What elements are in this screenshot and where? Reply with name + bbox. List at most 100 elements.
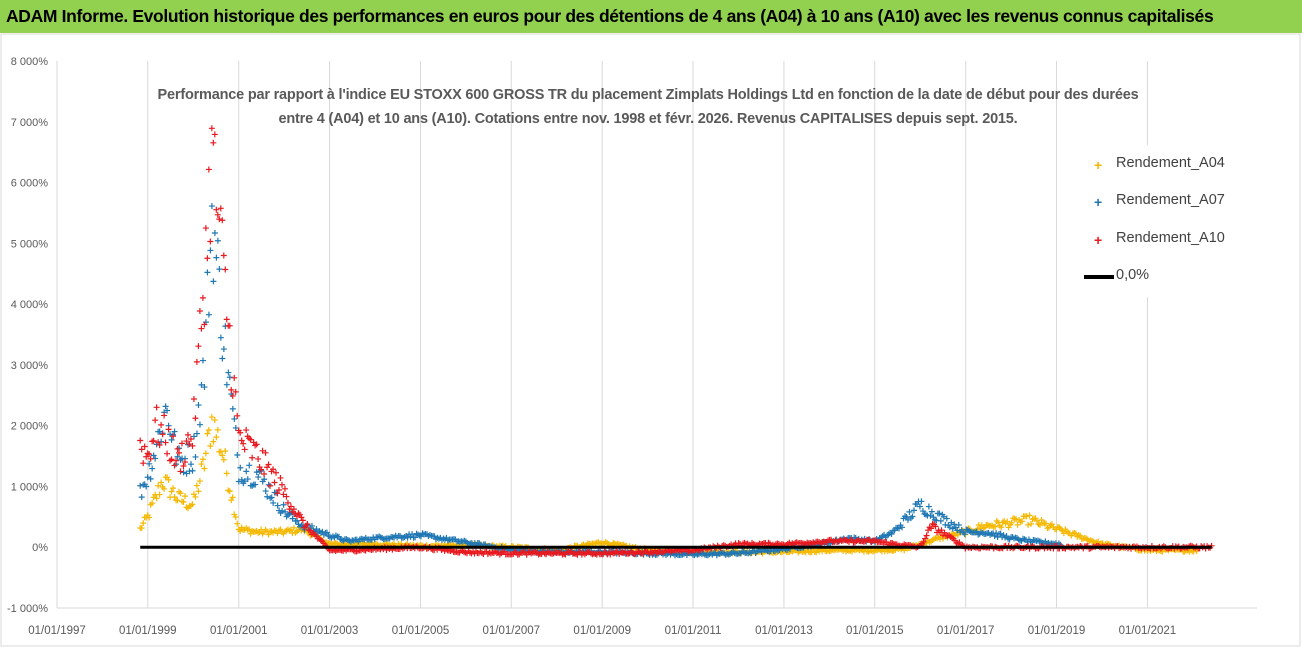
data-point [171, 428, 178, 435]
data-point [928, 525, 935, 532]
data-point [401, 534, 408, 541]
data-point [161, 412, 168, 419]
data-point [210, 278, 217, 285]
data-point [177, 490, 184, 497]
data-point [243, 427, 250, 434]
data-point [412, 534, 419, 541]
y-tick-label: 1 000% [11, 481, 49, 493]
data-point [949, 525, 956, 532]
data-point [1008, 519, 1015, 526]
data-point [162, 403, 169, 410]
data-point [146, 514, 153, 521]
data-point [168, 488, 175, 495]
data-point [249, 482, 256, 489]
data-point [992, 523, 999, 530]
legend-marker-a04: + [1094, 157, 1103, 173]
data-point [267, 482, 274, 489]
chart-area: -1 000% 0% 1 000% 2 000% 3 000% 4 000% 5 000% 6… [0, 33, 1302, 647]
data-point [238, 437, 245, 444]
data-point [234, 412, 241, 419]
data-point [243, 468, 250, 475]
data-point [195, 488, 202, 495]
data-point [152, 417, 159, 424]
data-point [1028, 520, 1035, 527]
data-point [265, 531, 272, 538]
data-point [219, 355, 226, 362]
y-tick-label: -1 000% [7, 603, 48, 615]
data-point [916, 503, 923, 510]
data-point [180, 469, 187, 476]
data-point [170, 433, 177, 440]
data-point [222, 266, 229, 273]
data-point [961, 531, 968, 538]
data-point [999, 519, 1006, 526]
x-tick-label: 01/01/2011 [665, 625, 722, 637]
data-point [253, 469, 260, 476]
data-point [213, 206, 220, 213]
banner-title: ADAM Informe. Evolution historique des p… [6, 6, 1214, 26]
data-point [1077, 532, 1084, 539]
data-point [207, 238, 214, 245]
data-point [140, 460, 147, 467]
data-point [217, 334, 224, 341]
data-point [271, 479, 278, 486]
data-point [246, 462, 253, 469]
data-point [951, 521, 958, 528]
data-point [149, 500, 156, 507]
data-point [220, 346, 227, 353]
data-point [138, 446, 145, 453]
data-point [229, 392, 236, 399]
x-tick-label: 01/01/2015 [846, 625, 904, 637]
data-point [282, 508, 289, 515]
chart-title: Performance par rapport à l'indice EU ST… [118, 83, 1178, 131]
data-point [1005, 524, 1012, 531]
data-point [138, 494, 145, 501]
data-point [202, 450, 209, 457]
data-point [219, 217, 226, 224]
data-point [1014, 521, 1021, 528]
data-point [274, 502, 281, 509]
data-point [319, 528, 326, 535]
data-point [258, 466, 265, 473]
data-point [246, 526, 253, 533]
data-point [138, 525, 145, 532]
data-point [304, 520, 311, 527]
data-point [240, 440, 247, 447]
data-point [180, 463, 187, 470]
data-point [234, 452, 241, 459]
data-point [993, 530, 1000, 537]
data-point [213, 434, 220, 441]
data-point [208, 125, 215, 132]
data-point [1048, 521, 1055, 528]
data-point [280, 501, 287, 508]
legend-label-a10: Rendement_A10 [1116, 230, 1225, 246]
data-point [193, 430, 200, 437]
data-point [229, 494, 236, 501]
data-point [918, 498, 925, 505]
data-point [937, 517, 944, 524]
data-point [210, 438, 217, 445]
data-point [226, 374, 233, 381]
data-point [158, 479, 165, 486]
data-point [214, 426, 221, 433]
data-point [274, 490, 281, 497]
data-point [264, 464, 271, 471]
data-point [225, 487, 232, 494]
y-tick-label: 3 000% [11, 360, 49, 372]
banner: ADAM Informe. Evolution historique des p… [0, 0, 1302, 33]
data-point [146, 460, 153, 467]
data-point [997, 530, 1004, 537]
legend: + Rendement_A04 + Rendement_A07 + Rendem… [1070, 145, 1260, 297]
data-point [267, 495, 274, 502]
data-point [255, 474, 262, 481]
data-point [265, 481, 272, 488]
data-point [261, 476, 268, 483]
data-point [161, 485, 168, 492]
data-point [888, 530, 895, 537]
data-point [174, 497, 181, 504]
data-point [1034, 517, 1041, 524]
data-point [211, 417, 218, 424]
data-point [165, 476, 172, 483]
y-tick-label: 8 000% [11, 56, 49, 68]
data-point [298, 514, 305, 521]
